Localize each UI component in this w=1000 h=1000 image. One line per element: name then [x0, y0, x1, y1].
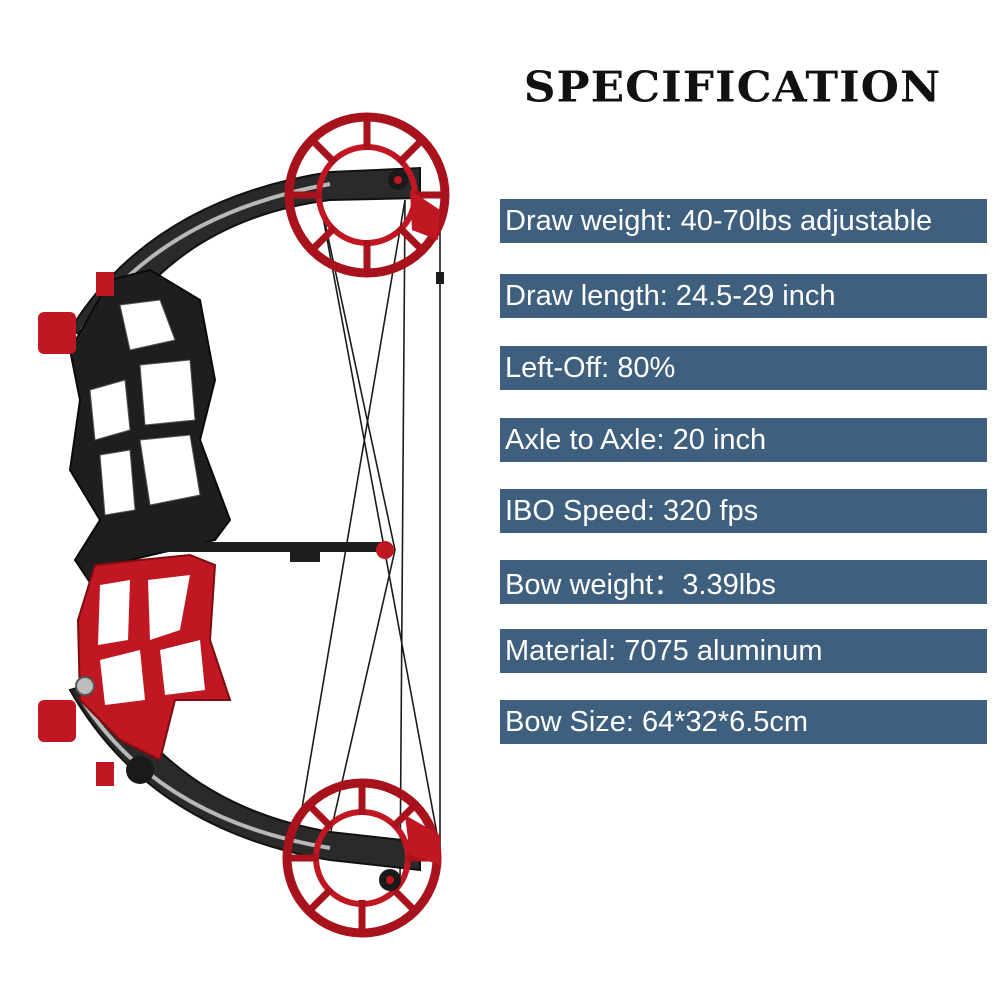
spec-label: Bow Size: 64*32*6.5cm — [505, 705, 809, 738]
spec-row-ibo-speed: IBO Speed: 320 fps — [500, 489, 987, 533]
spec-label: IBO Speed: 320 fps — [505, 494, 759, 527]
spec-row-material: Material: 7075 aluminum — [500, 629, 987, 673]
spec-row-bow-size: Bow Size: 64*32*6.5cm — [500, 700, 987, 744]
spec-row-draw-length: Draw length: 24.5-29 inch — [500, 274, 987, 318]
spec-label: Axle to Axle: 20 inch — [505, 423, 767, 456]
spec-row-let-off: Left-Off: 80% — [500, 346, 987, 390]
compound-bow-icon — [38, 112, 450, 938]
page-title: SPECIFICATION — [523, 63, 942, 112]
spec-label: Left-Off: 80% — [505, 351, 676, 384]
spec-list: Draw weight: 40-70lbs adjustable Draw le… — [500, 0, 987, 1000]
spec-label: Bow weight：3.39lbs — [505, 569, 776, 601]
spec-row-axle-to-axle: Axle to Axle: 20 inch — [500, 418, 987, 462]
spec-row-draw-weight: Draw weight: 40-70lbs adjustable — [500, 199, 987, 243]
spec-label: Draw length: 24.5-29 inch — [505, 279, 836, 312]
spec-label: Material: 7075 aluminum — [505, 634, 823, 667]
spec-label: Draw weight: 40-70lbs adjustable — [505, 204, 933, 237]
spec-row-bow-weight: Bow weight：3.39lbs — [500, 560, 987, 604]
